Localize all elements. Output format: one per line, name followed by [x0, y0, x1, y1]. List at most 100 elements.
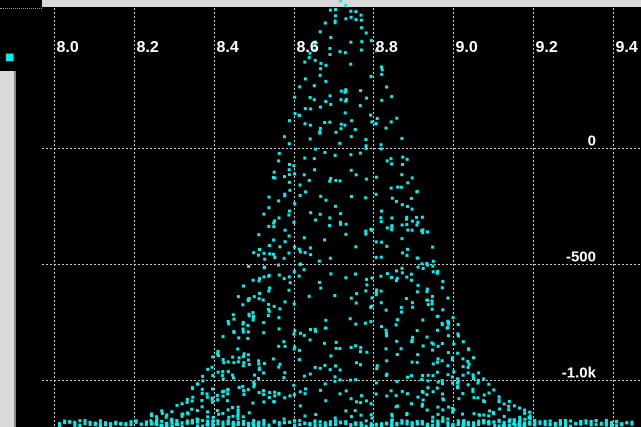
data-point	[292, 347, 296, 351]
data-point	[251, 401, 255, 405]
data-point	[441, 408, 445, 412]
data-point	[405, 223, 409, 226]
data-point	[232, 361, 236, 365]
x-tick-label: 9.4	[616, 39, 638, 56]
data-point	[343, 123, 347, 127]
data-point	[440, 379, 444, 382]
data-point	[416, 265, 420, 269]
data-point	[435, 386, 439, 390]
data-point	[329, 176, 333, 180]
data-point	[610, 423, 613, 427]
data-point	[114, 420, 118, 424]
data-point	[175, 419, 179, 423]
data-point	[242, 361, 246, 365]
data-point	[318, 420, 322, 424]
data-point	[247, 264, 251, 268]
data-point	[394, 279, 398, 283]
data-point	[364, 419, 368, 423]
data-point	[273, 176, 277, 180]
data-point	[430, 302, 434, 306]
data-point	[263, 257, 267, 261]
window-top-edge	[42, 0, 641, 7]
data-point	[155, 423, 159, 427]
data-point	[396, 404, 400, 408]
data-point	[456, 386, 459, 390]
data-point	[441, 382, 444, 386]
data-point	[440, 342, 444, 345]
data-point	[164, 415, 168, 419]
data-point	[200, 399, 204, 402]
data-point	[380, 424, 383, 427]
data-point	[445, 326, 449, 330]
data-point	[257, 391, 261, 395]
data-point	[374, 291, 378, 295]
data-point	[313, 43, 317, 47]
data-point	[359, 363, 362, 367]
data-point	[404, 297, 408, 300]
side-panel[interactable]	[0, 71, 16, 427]
data-point	[241, 384, 245, 388]
data-point	[343, 51, 347, 55]
data-point	[261, 298, 265, 302]
data-point	[262, 251, 266, 255]
data-point	[482, 377, 486, 381]
data-point	[227, 322, 231, 326]
data-point	[83, 419, 87, 423]
data-point	[364, 147, 368, 151]
data-point	[410, 228, 414, 232]
data-point	[318, 280, 321, 284]
data-point	[421, 267, 425, 270]
data-point	[349, 397, 353, 401]
data-point	[328, 216, 332, 220]
data-point	[160, 424, 164, 427]
data-point	[328, 179, 332, 183]
data-point	[160, 419, 164, 423]
data-point	[558, 419, 562, 423]
data-point	[425, 298, 429, 302]
data-point	[257, 424, 260, 427]
data-point	[359, 346, 363, 350]
data-point	[487, 414, 491, 418]
data-point	[283, 396, 287, 400]
data-point	[358, 104, 362, 108]
data-point	[83, 422, 87, 426]
data-point	[430, 295, 434, 298]
data-point	[349, 346, 353, 349]
data-point	[395, 339, 399, 343]
data-point	[221, 421, 225, 425]
data-point	[114, 422, 118, 426]
data-point	[241, 327, 245, 331]
data-point	[385, 334, 389, 338]
data-point	[205, 392, 209, 396]
data-point	[293, 345, 297, 349]
data-point	[334, 340, 338, 344]
data-point	[410, 374, 413, 378]
data-point	[599, 421, 603, 425]
data-point	[446, 417, 450, 421]
data-point	[400, 310, 403, 314]
data-point	[528, 410, 532, 414]
data-point	[328, 8, 332, 12]
data-point	[364, 196, 368, 200]
data-point	[201, 424, 205, 427]
data-point	[185, 420, 189, 424]
data-point	[406, 247, 409, 251]
data-point	[390, 423, 394, 427]
data-point	[436, 328, 439, 332]
data-point	[604, 423, 608, 427]
data-point	[461, 373, 465, 377]
data-point	[344, 232, 348, 236]
data-point	[436, 380, 440, 384]
data-point	[329, 102, 333, 106]
data-point	[533, 418, 537, 422]
data-point	[399, 347, 403, 351]
data-point	[472, 396, 476, 400]
data-point	[374, 255, 378, 259]
data-point	[604, 421, 608, 425]
data-point	[543, 421, 547, 425]
data-point	[359, 401, 363, 405]
data-point	[282, 420, 286, 424]
data-point	[405, 419, 409, 423]
data-point	[247, 297, 251, 301]
